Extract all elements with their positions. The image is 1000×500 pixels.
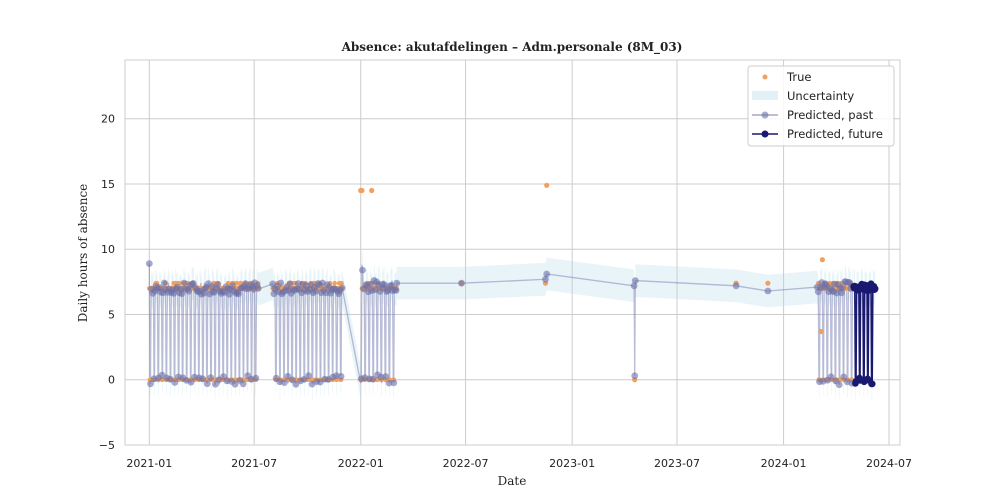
y-axis-ticks: −5 0 5 10 15 20 xyxy=(99,113,115,452)
plot-frame xyxy=(124,59,901,446)
predicted-past-point xyxy=(382,373,390,380)
y-tick-label: 0 xyxy=(108,374,115,387)
y-axis-label: Daily hours of absence xyxy=(76,184,90,323)
predicted-future-series xyxy=(850,280,879,388)
predicted-past-point xyxy=(393,279,401,287)
true-point xyxy=(369,187,375,194)
predicted-past-point xyxy=(185,287,193,295)
predicted-past-point xyxy=(542,275,549,283)
predicted-past-point xyxy=(284,372,292,380)
chart-title: Absence: akutafdelingen – Adm.personale … xyxy=(341,40,683,55)
predicted-past-point xyxy=(292,381,300,388)
predicted-past-point xyxy=(161,279,168,287)
predicted-past-point xyxy=(359,266,366,274)
predicted-past-point xyxy=(543,270,551,278)
predicted-past-point xyxy=(171,379,179,386)
predicted-past-point xyxy=(835,381,843,389)
legend-past-marker xyxy=(761,111,769,119)
legend: True Uncertainty Predicted, past Predict… xyxy=(747,65,895,147)
x-tick-label: 2023-01 xyxy=(549,457,595,470)
x-tick-label: 2024-07 xyxy=(866,457,912,470)
predicted-past-point xyxy=(229,282,237,290)
predicted-past-point xyxy=(145,260,153,267)
predicted-past-point xyxy=(239,380,247,388)
predicted-past-point xyxy=(369,375,377,383)
predicted-past-point xyxy=(254,285,262,292)
predicted-future-point xyxy=(868,380,876,388)
x-tick-label: 2023-07 xyxy=(654,457,700,470)
predicted-past-point xyxy=(337,373,345,380)
predicted-past-point xyxy=(187,378,195,386)
y-tick-label: 20 xyxy=(101,113,115,126)
x-tick-label: 2024-01 xyxy=(761,457,807,470)
legend-true-marker xyxy=(762,74,768,80)
predicted-past-point xyxy=(199,375,207,383)
predicted-past-point xyxy=(235,290,242,298)
predicted-past-point xyxy=(214,281,222,288)
predicted-past-point xyxy=(286,280,294,288)
predicted-past-point xyxy=(312,287,319,295)
x-tick-label: 2022-01 xyxy=(338,457,384,470)
legend-future-marker xyxy=(761,130,769,138)
x-axis-ticks: 2021-01 2021-07 2022-01 2022-07 2023-01 2023-… xyxy=(126,457,912,470)
y-tick-label: −5 xyxy=(99,439,115,452)
predicted-past-point xyxy=(458,279,465,287)
predicted-past-point xyxy=(277,279,285,287)
legend-uncertainty-swatch xyxy=(752,91,778,100)
predicted-past-point xyxy=(732,282,740,290)
predicted-past-point xyxy=(338,284,346,292)
predicted-past-point xyxy=(207,374,215,381)
predicted-past-point xyxy=(839,284,847,292)
predicted-past-point xyxy=(764,287,772,295)
true-point xyxy=(359,187,365,194)
x-tick-label: 2021-07 xyxy=(231,457,277,470)
predicted-past-point xyxy=(392,286,400,294)
uncertainty-band-past xyxy=(149,247,854,402)
predicted-past-point xyxy=(631,277,639,284)
predicted-past-point xyxy=(390,379,398,387)
predicted-past-point xyxy=(630,282,638,290)
predicted-past-point xyxy=(300,376,308,383)
legend-past-label: Predicted, past xyxy=(787,108,874,122)
predicted-past-point xyxy=(305,372,312,380)
predicted-past-point xyxy=(231,380,239,388)
predicted-past-point xyxy=(252,374,260,382)
y-tick-label: 10 xyxy=(101,243,115,256)
x-tick-label: 2021-01 xyxy=(126,457,172,470)
true-point xyxy=(818,328,824,335)
legend-box xyxy=(747,65,895,147)
predicted-past-point xyxy=(631,372,639,380)
predicted-past-points xyxy=(145,260,857,389)
predicted-past-point xyxy=(180,279,188,287)
true-point xyxy=(332,280,338,286)
true-point xyxy=(339,280,344,286)
predicted-past-point xyxy=(203,380,211,388)
predicted-past-point xyxy=(147,380,154,388)
predicted-past-point xyxy=(840,373,848,381)
true-point xyxy=(765,280,771,286)
predicted-past-point xyxy=(827,373,835,381)
predicted-past-point xyxy=(280,379,288,386)
predicted-past-point xyxy=(381,281,388,289)
legend-true-label: True xyxy=(786,70,811,84)
predicted-future-point xyxy=(871,285,879,293)
x-axis-label: Date xyxy=(498,474,527,488)
true-point xyxy=(544,182,550,188)
x-tick-label: 2022-07 xyxy=(443,457,489,470)
y-tick-label: 5 xyxy=(108,308,115,321)
true-point xyxy=(819,257,826,263)
legend-future-label: Predicted, future xyxy=(787,127,883,141)
y-tick-label: 15 xyxy=(101,178,115,191)
legend-uncertainty-label: Uncertainty xyxy=(787,89,854,103)
